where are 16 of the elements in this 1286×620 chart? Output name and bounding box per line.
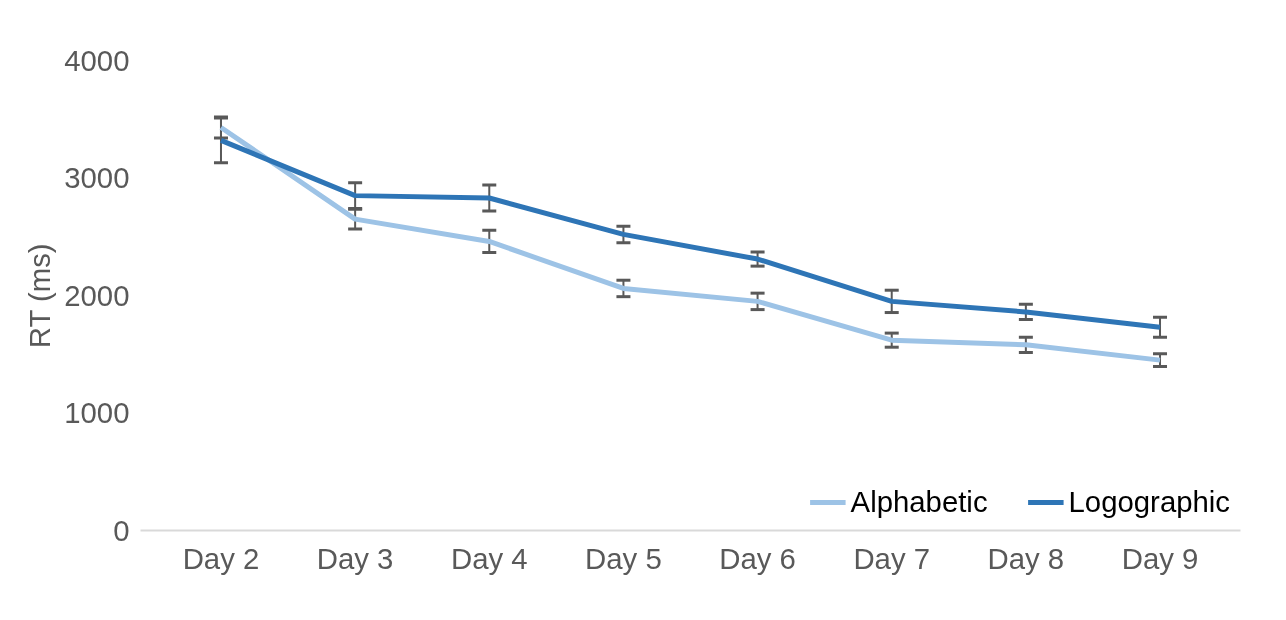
- legend-label: Logographic: [1068, 485, 1230, 519]
- x-tick-label: Day 4: [450, 541, 528, 575]
- y-tick-label: 2000: [64, 278, 130, 312]
- x-tick-label: Day 7: [853, 541, 931, 575]
- y-tick-label: 0: [113, 513, 130, 547]
- x-tick-label: Day 3: [316, 541, 394, 575]
- x-tick-label: Day 2: [182, 541, 260, 575]
- x-tick-label: Day 9: [1121, 541, 1199, 575]
- y-tick-label: 4000: [64, 43, 130, 77]
- y-tick-label: 1000: [64, 396, 130, 429]
- x-tick-label: Day 5: [585, 541, 662, 575]
- y-axis-title: RT (ms): [23, 243, 57, 349]
- y-tick-label: 3000: [64, 161, 130, 194]
- legend-label: Alphabetic: [850, 485, 988, 519]
- x-tick-label: Day 8: [987, 541, 1065, 575]
- x-tick-label: Day 6: [719, 541, 796, 575]
